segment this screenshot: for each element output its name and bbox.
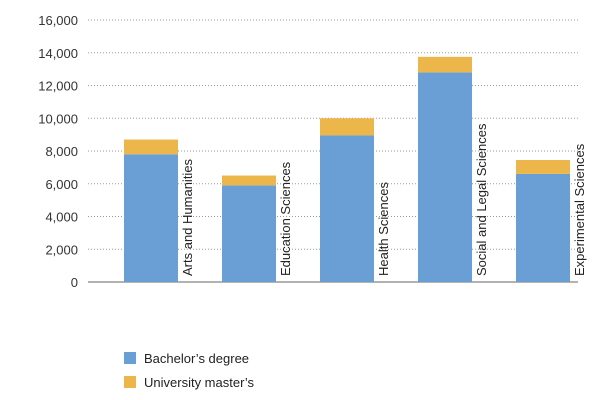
- y-tick-label: 8,000: [45, 144, 78, 159]
- legend-item-bachelors: Bachelor’s degree: [124, 346, 254, 370]
- legend-swatch-bachelors: [124, 352, 136, 364]
- bar-bachelors: [222, 185, 276, 282]
- y-tick-label: 16,000: [38, 13, 78, 28]
- y-axis-ticks: 0 2,000 4,000 6,000 8,000 10,000 12,000 14,000 1…: [38, 13, 78, 290]
- bar-bachelors: [418, 72, 472, 283]
- y-tick-label: 4,000: [45, 210, 78, 225]
- legend-swatch-masters: [124, 376, 136, 388]
- legend-item-masters: University master’s: [124, 370, 254, 394]
- category-labels: Arts and Humanities Education Sciences Hea…: [180, 123, 587, 276]
- y-tick-label: 6,000: [45, 177, 78, 192]
- y-tick-label: 14,000: [38, 46, 78, 61]
- category-label: Arts and Humanities: [180, 158, 195, 276]
- legend-label-bachelors: Bachelor’s degree: [144, 350, 250, 366]
- category-label: Education Sciences: [278, 161, 293, 276]
- y-tick-label: 0: [71, 275, 78, 290]
- y-tick-label: 12,000: [38, 79, 78, 94]
- category-label: Experimental Sciences: [572, 143, 587, 276]
- bar-bachelors: [320, 135, 374, 282]
- category-label: Social and Legal Sciences: [474, 123, 489, 276]
- bars: [124, 56, 570, 283]
- y-tick-label: 2,000: [45, 242, 78, 257]
- bar-masters: [124, 139, 178, 155]
- bar-bachelors: [516, 173, 570, 282]
- bar-masters: [320, 118, 374, 136]
- bar-masters: [222, 175, 276, 186]
- bar-bachelors: [124, 154, 178, 282]
- category-label: Health Sciences: [376, 182, 391, 276]
- stacked-bar-chart: 0 2,000 4,000 6,000 8,000 10,000 12,000 14,000 1…: [38, 13, 587, 290]
- bar-masters: [418, 56, 472, 73]
- bar-masters: [516, 160, 570, 174]
- y-tick-label: 10,000: [38, 111, 78, 126]
- legend-label-masters: University master’s: [144, 374, 255, 390]
- legend: Bachelor’s degree University master’s: [124, 346, 254, 394]
